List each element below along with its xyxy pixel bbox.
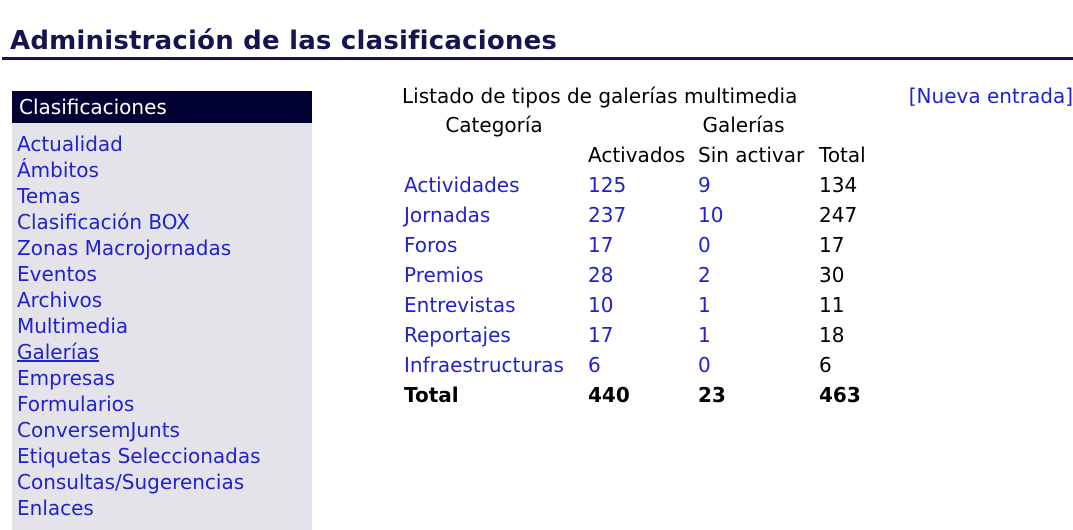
totals-active: 440	[588, 383, 630, 407]
total-count: 17	[819, 233, 845, 257]
inactive-count-link[interactable]: 1	[698, 323, 711, 347]
inactive-count-link[interactable]: 0	[698, 233, 711, 257]
inactive-count-link[interactable]: 10	[698, 203, 724, 227]
column-header-inactive: Sin activar	[698, 143, 805, 167]
active-count-link[interactable]: 10	[588, 293, 614, 317]
total-count: 134	[819, 173, 858, 197]
sidebar-item-galerias[interactable]: Galerías	[17, 340, 100, 364]
sidebar-item-enlaces[interactable]: Enlaces	[17, 496, 94, 520]
active-count-link[interactable]: 125	[588, 173, 627, 197]
sidebar-menu: Actualidad Ámbitos Temas Clasificación B…	[12, 123, 312, 521]
sidebar-item-eventos[interactable]: Eventos	[17, 262, 97, 286]
category-link[interactable]: Entrevistas	[404, 293, 516, 317]
category-link[interactable]: Infraestructuras	[404, 353, 564, 377]
category-link[interactable]: Foros	[404, 233, 458, 257]
column-header-galleries: Galerías	[702, 113, 785, 137]
table-header-row: Categoría Galerías	[402, 110, 901, 140]
column-header-category: Categoría	[445, 113, 543, 137]
sidebar-item-formularios[interactable]: Formularios	[17, 392, 135, 416]
active-count-link[interactable]: 17	[588, 233, 614, 257]
sidebar-item-zonas-macrojornadas[interactable]: Zonas Macrojornadas	[17, 236, 232, 260]
sidebar-item-ambitos[interactable]: Ámbitos	[17, 158, 99, 182]
table-row: Reportajes 17 1 18	[402, 320, 901, 350]
sidebar-item-conversemjunts[interactable]: ConversemJunts	[17, 418, 180, 442]
totals-label: Total	[404, 383, 459, 407]
category-link[interactable]: Premios	[404, 263, 484, 287]
inactive-count-link[interactable]: 2	[698, 263, 711, 287]
sidebar-item-etiquetas-seleccionadas[interactable]: Etiquetas Seleccionadas	[17, 444, 261, 468]
totals-total: 463	[819, 383, 861, 407]
total-count: 18	[819, 323, 845, 347]
inactive-count-link[interactable]: 1	[698, 293, 711, 317]
sidebar-header: Clasificaciones	[12, 91, 312, 123]
inactive-count-link[interactable]: 9	[698, 173, 711, 197]
inactive-count-link[interactable]: 0	[698, 353, 711, 377]
active-count-link[interactable]: 17	[588, 323, 614, 347]
category-link[interactable]: Actividades	[404, 173, 520, 197]
totals-row: Total 440 23 463	[402, 380, 901, 410]
total-count: 6	[819, 353, 832, 377]
active-count-link[interactable]: 237	[588, 203, 627, 227]
table-row: Actividades 125 9 134	[402, 170, 901, 200]
table-row: Jornadas 237 10 247	[402, 200, 901, 230]
sidebar: Clasificaciones Actualidad Ámbitos Temas…	[12, 91, 312, 530]
sidebar-item-temas[interactable]: Temas	[17, 184, 81, 208]
sidebar-item-multimedia[interactable]: Multimedia	[17, 314, 129, 338]
total-count: 247	[819, 203, 858, 227]
sidebar-item-empresas[interactable]: Empresas	[17, 366, 115, 390]
column-header-active: Activados	[588, 143, 686, 167]
listing-title: Listado de tipos de galerías multimedia	[402, 84, 798, 108]
new-entry-link[interactable]: [Nueva entrada]	[908, 84, 1073, 108]
table-row: Foros 17 0 17	[402, 230, 901, 260]
category-link[interactable]: Reportajes	[404, 323, 511, 347]
column-header-total: Total	[819, 143, 866, 167]
page-title: Administración de las clasificaciones	[10, 26, 558, 56]
total-count: 30	[819, 263, 845, 287]
sidebar-item-consultas-sugerencias[interactable]: Consultas/Sugerencias	[17, 470, 245, 494]
sidebar-item-archivos[interactable]: Archivos	[17, 288, 103, 312]
galleries-table: Categoría Galerías Activados Sin activar…	[402, 110, 901, 410]
sidebar-item-clasificacion-box[interactable]: Clasificación BOX	[17, 210, 190, 234]
total-count: 11	[819, 293, 845, 317]
table-subheader-row: Activados Sin activar Total	[402, 140, 901, 170]
totals-inactive: 23	[698, 383, 726, 407]
table-row: Infraestructuras 6 0 6	[402, 350, 901, 380]
active-count-link[interactable]: 6	[588, 353, 601, 377]
category-link[interactable]: Jornadas	[404, 203, 491, 227]
table-row: Premios 28 2 30	[402, 260, 901, 290]
sidebar-item-actualidad[interactable]: Actualidad	[17, 132, 123, 156]
column-header-empty	[402, 140, 586, 170]
table-row: Entrevistas 10 1 11	[402, 290, 901, 320]
title-divider	[2, 57, 1073, 60]
active-count-link[interactable]: 28	[588, 263, 614, 287]
